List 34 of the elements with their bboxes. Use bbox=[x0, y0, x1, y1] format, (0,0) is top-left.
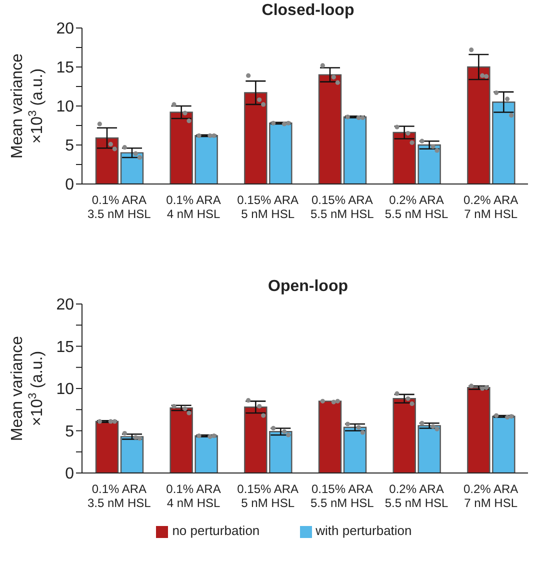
x-tick-label: 0.1% ARA 4 nM HSL bbox=[166, 482, 221, 510]
bar bbox=[95, 420, 119, 473]
y-tick-label: 0 bbox=[65, 466, 74, 483]
x-tick-label: 0.15% ARA 5.5 nM HSL bbox=[310, 482, 374, 510]
bar bbox=[120, 436, 144, 473]
bar bbox=[318, 400, 342, 473]
bar bbox=[318, 74, 342, 184]
y-tick-label: 10 bbox=[56, 98, 74, 116]
x-tick-label: 0.1% ARA 3.5 nM HSL bbox=[87, 193, 152, 221]
chart-title: Open-loop bbox=[267, 278, 349, 296]
y-tick-label: 20 bbox=[56, 296, 74, 314]
bar bbox=[120, 152, 144, 184]
bar bbox=[343, 426, 367, 473]
x-tick-label: 0.15% ARA 5 nM HSL bbox=[237, 193, 299, 221]
legend-label: no perturbation bbox=[172, 523, 260, 538]
x-tick-label: 0.1% ARA 4 nM HSL bbox=[166, 193, 221, 221]
y-tick-label: 10 bbox=[56, 381, 74, 398]
bar bbox=[343, 116, 367, 184]
bar bbox=[95, 137, 119, 184]
x-tick-label: 0.15% ARA 5 nM HSL bbox=[237, 482, 299, 510]
y-tick-label: 5 bbox=[65, 423, 74, 440]
y-tick-label: 5 bbox=[65, 138, 74, 155]
y-tick-label: 15 bbox=[56, 60, 74, 77]
x-tick-label: 0.2% ARA 5.5 nM HSL bbox=[384, 193, 448, 221]
x-tick-label: 0.15% ARA 5.5 nM HSL bbox=[310, 193, 374, 221]
x-tick-label: 0.2% ARA 5.5 nM HSL bbox=[384, 482, 448, 510]
y-tick-label: 0 bbox=[65, 176, 74, 194]
x-tick-label: 0.1% ARA 3.5 nM HSL bbox=[87, 482, 152, 510]
x-tick-label: 0.2% ARA 7 nM HSL bbox=[463, 482, 518, 510]
y-tick-label: 15 bbox=[56, 338, 74, 356]
x-tick-label: 0.2% ARA 7 nM HSL bbox=[463, 193, 518, 221]
legend-label: with perturbation bbox=[316, 523, 412, 538]
y-tick-label: 20 bbox=[56, 20, 74, 38]
chart-title: Closed-loop bbox=[260, 2, 356, 20]
